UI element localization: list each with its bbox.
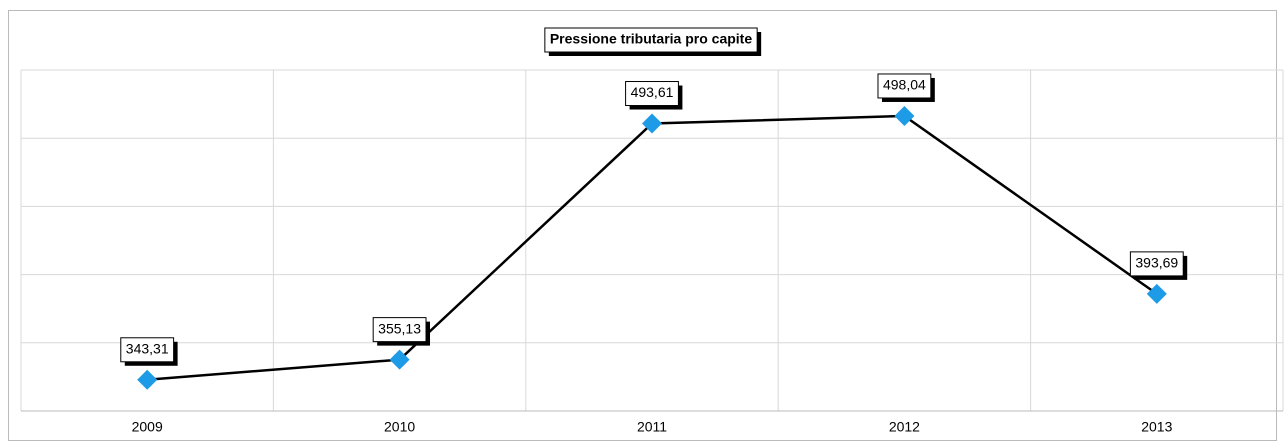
x-tick-label: 2009 [132,419,163,435]
data-label-text: 493,61 [631,84,674,100]
data-label-box [120,337,175,363]
data-label-text: 355,13 [378,320,421,336]
data-label: 393,69 [1129,251,1188,280]
marker [894,105,915,126]
data-label-box [877,73,932,99]
x-tick-label: 2013 [1141,419,1172,435]
chart-title-text: Pressione tributaria pro capite [550,31,752,47]
marker [642,113,662,134]
data-label-box [625,81,679,107]
x-tick-label: 2012 [889,419,920,435]
data-label: 343,31 [120,337,178,366]
data-label: 498,04 [877,73,935,102]
data-label: 493,61 [625,81,683,110]
data-label-text: 393,69 [1135,255,1178,271]
chart-title: Pressione tributaria pro capite [544,27,762,56]
data-label-text: 498,04 [883,77,926,93]
data-label-box [1129,251,1184,277]
data-label: 355,13 [372,317,431,346]
marker [389,349,410,370]
data-label-text: 343,31 [126,340,169,356]
x-tick-label: 2011 [637,419,667,435]
data-label-box [372,317,427,343]
x-tick-label: 2010 [384,419,415,435]
marker [137,369,158,390]
chart-title-box [544,27,758,53]
marker [1146,283,1167,304]
